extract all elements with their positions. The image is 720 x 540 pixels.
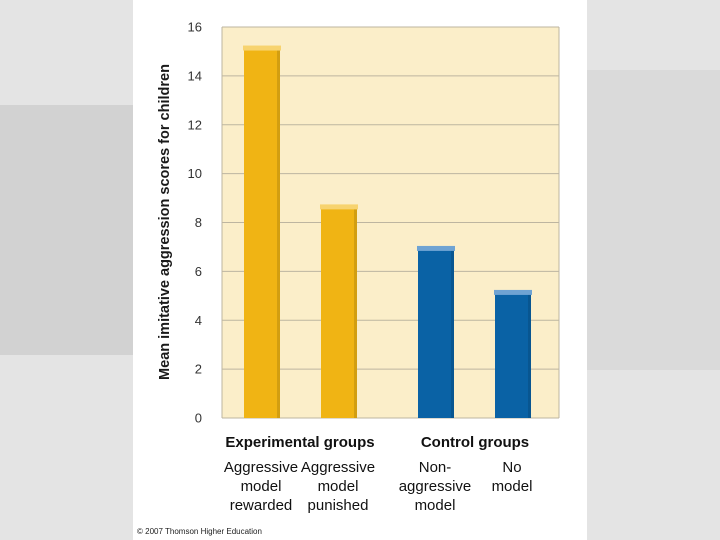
bar-top-cap bbox=[320, 204, 358, 210]
bar-side-shade bbox=[277, 50, 280, 419]
y-tick-label: 4 bbox=[195, 313, 202, 328]
y-tick-label: 2 bbox=[195, 362, 202, 377]
category-label-line: model bbox=[318, 478, 359, 495]
category-label-line: rewarded bbox=[230, 497, 293, 514]
category-label-line: model bbox=[415, 497, 456, 514]
y-tick-label: 14 bbox=[188, 68, 202, 83]
bar-side-shade bbox=[528, 294, 531, 418]
category-label-line: punished bbox=[308, 497, 369, 514]
bar-top-cap bbox=[417, 245, 455, 251]
y-tick-label: 16 bbox=[188, 20, 202, 35]
category-label-line: model bbox=[241, 478, 282, 495]
bar bbox=[495, 290, 531, 418]
y-axis-title: Mean imitative aggression scores for chi… bbox=[157, 64, 173, 380]
group-title: Experimental groups bbox=[225, 434, 374, 451]
background-shade-right bbox=[587, 70, 720, 370]
bar-side-shade bbox=[451, 250, 454, 418]
y-axis-ticks: 0 2 4 6 8 10 12 14 16 bbox=[188, 20, 202, 426]
y-tick-label: 10 bbox=[188, 166, 202, 181]
y-tick-label: 6 bbox=[195, 264, 202, 279]
category-label-line: Aggressive bbox=[301, 459, 375, 476]
category-label-line: No bbox=[502, 459, 521, 476]
background-shade-left bbox=[0, 105, 133, 355]
y-tick-label: 12 bbox=[188, 117, 202, 132]
category-labels: Experimental groups Aggressive model reward… bbox=[224, 434, 533, 514]
category-label-line: aggressive bbox=[399, 478, 472, 495]
y-tick-label: 0 bbox=[195, 411, 202, 426]
group-title: Control groups bbox=[421, 434, 529, 451]
bar bbox=[244, 46, 280, 419]
category-label-line: model bbox=[492, 478, 533, 495]
bars bbox=[243, 45, 532, 419]
y-tick-label: 8 bbox=[195, 215, 202, 230]
category-label-line: Aggressive bbox=[224, 459, 298, 476]
bar-side-shade bbox=[354, 209, 357, 418]
bar bbox=[418, 246, 454, 418]
category-label-line: Non- bbox=[419, 459, 452, 476]
bar bbox=[321, 205, 357, 418]
copyright-notice: © 2007 Thomson Higher Education bbox=[137, 527, 262, 536]
bar-top-cap bbox=[243, 45, 281, 51]
bar-top-cap bbox=[494, 289, 532, 295]
